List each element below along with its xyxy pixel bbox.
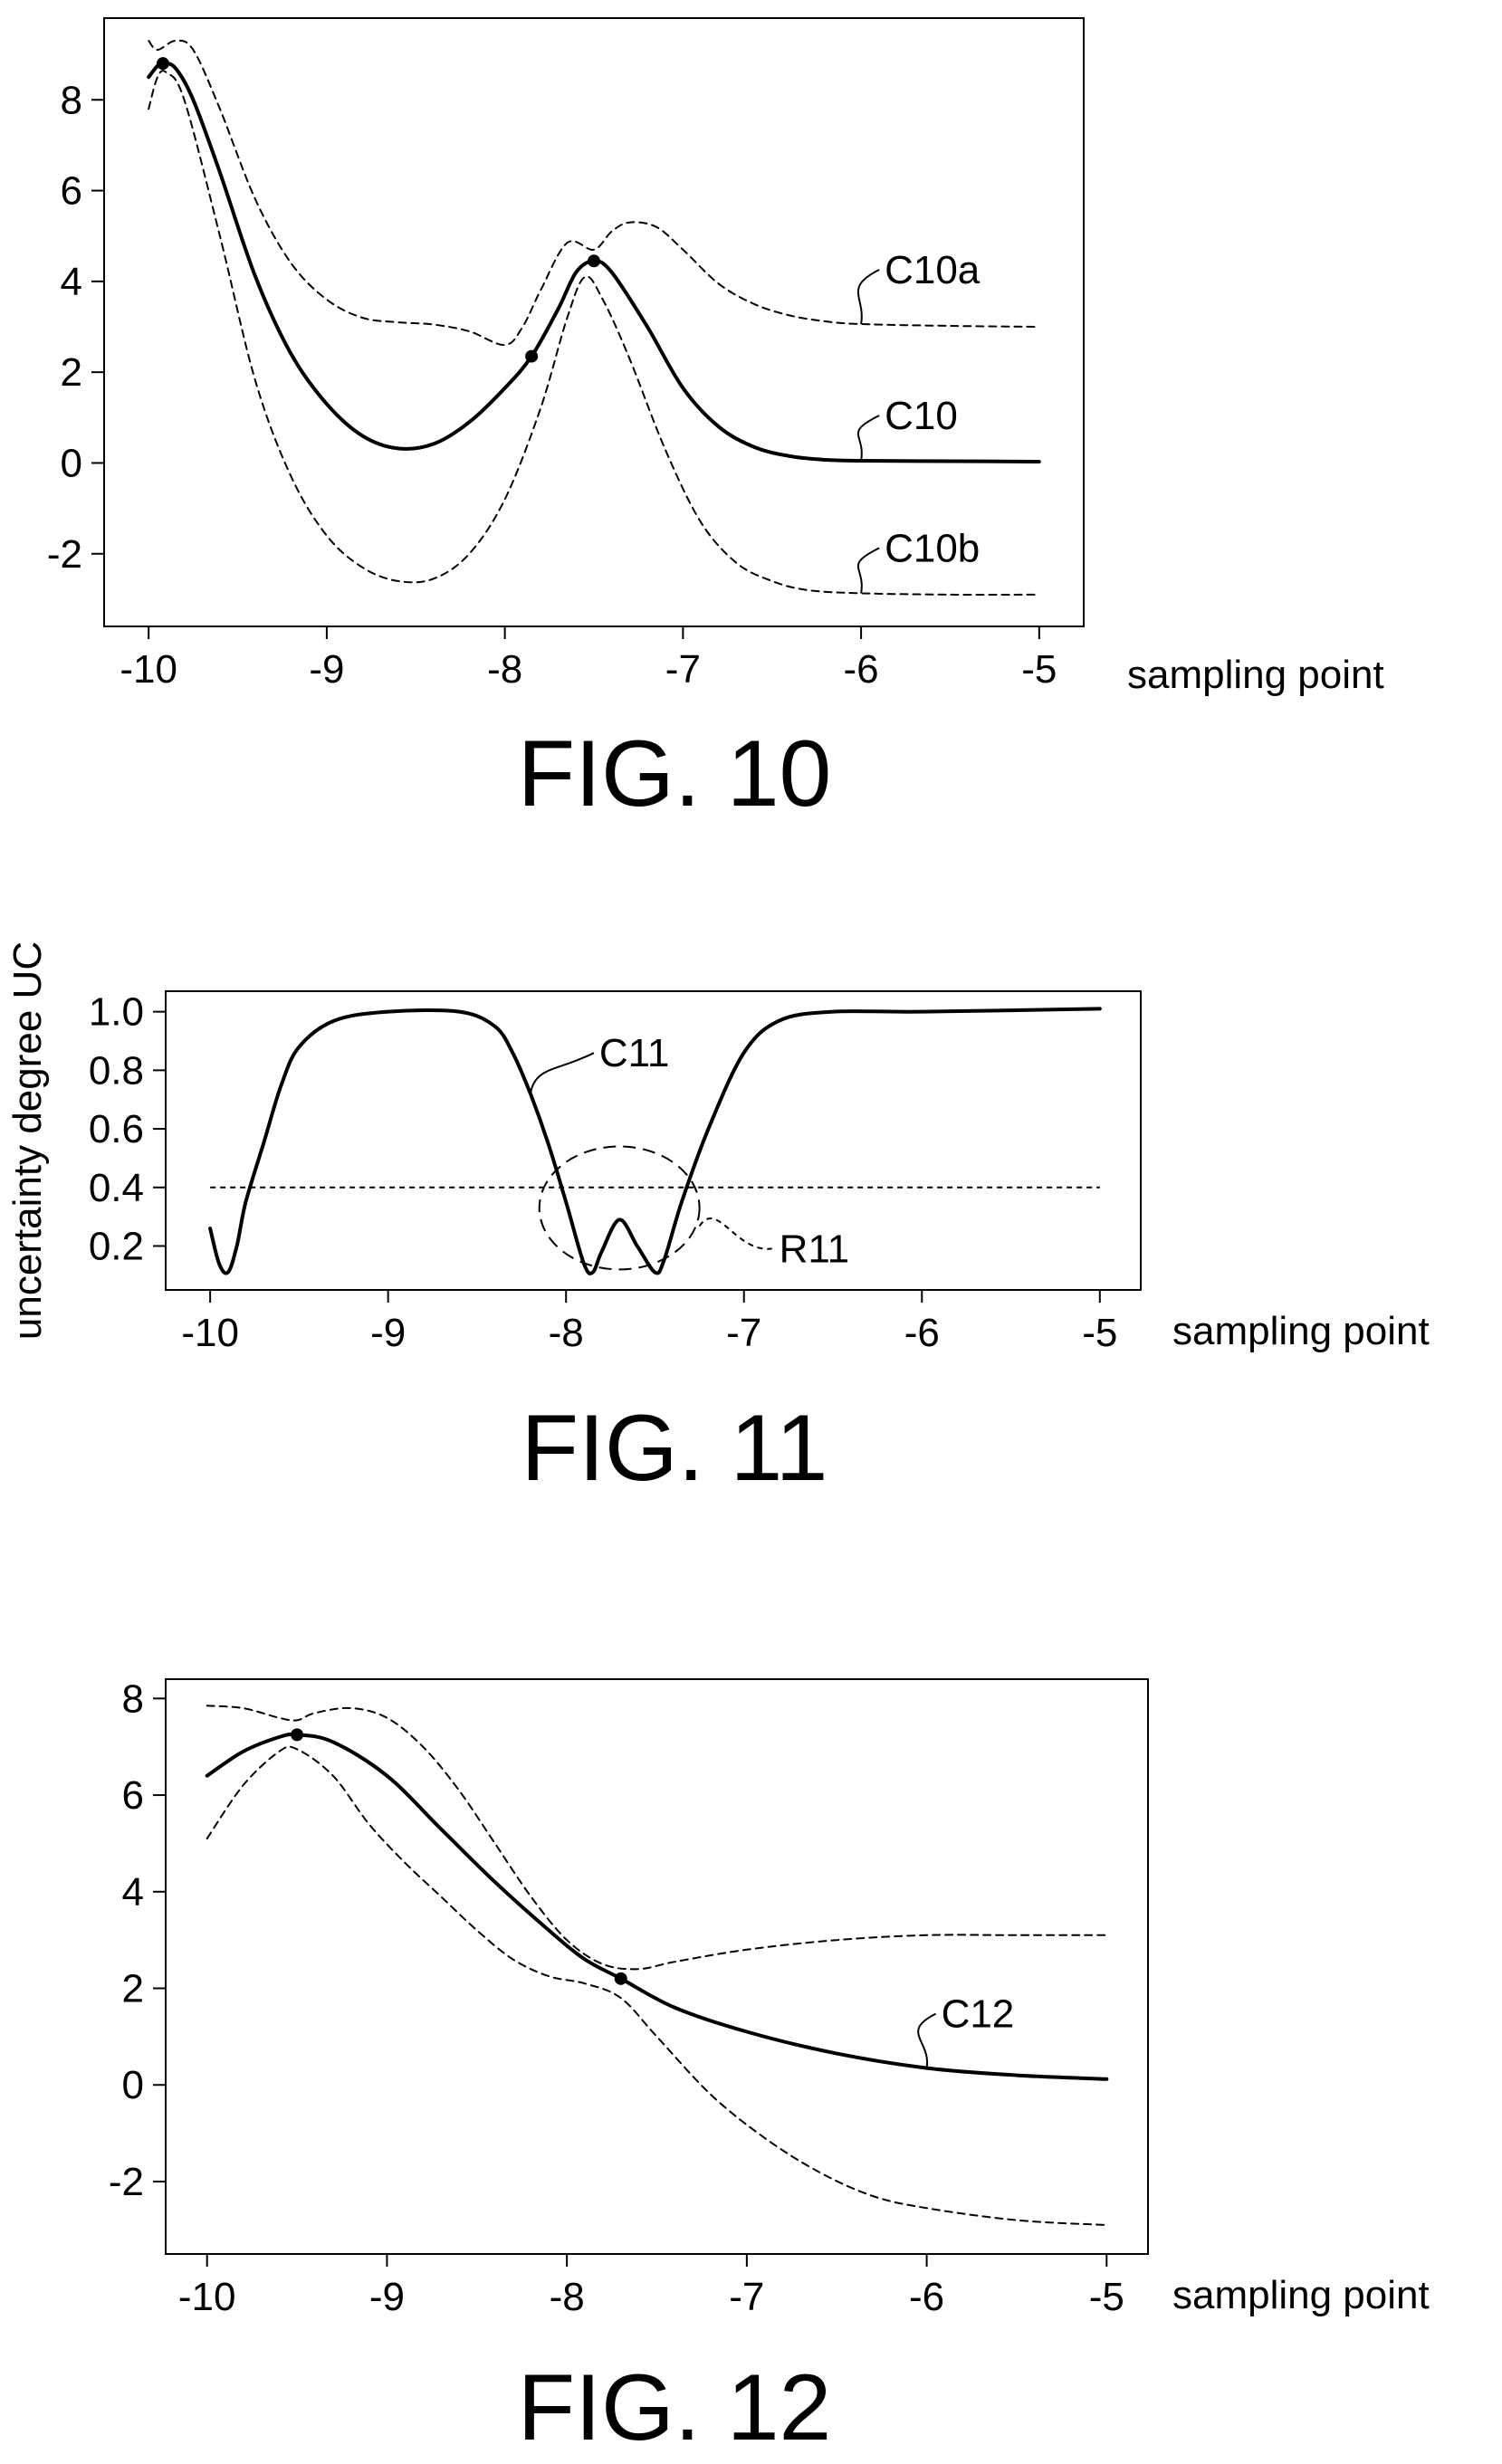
x-tick-label: -5 bbox=[1089, 2275, 1124, 2319]
series-line-c11 bbox=[208, 1007, 1102, 1275]
leader-line bbox=[856, 269, 880, 325]
x-tick-label: -10 bbox=[178, 2275, 236, 2319]
leader-line bbox=[529, 1052, 595, 1094]
data-point-marker bbox=[588, 254, 600, 268]
x-tick-label: -6 bbox=[909, 2275, 944, 2319]
y-tick-label: 0.6 bbox=[89, 1107, 144, 1151]
plot-frame bbox=[103, 17, 1085, 627]
figure-caption: FIG. 10 bbox=[518, 721, 832, 826]
y-tick-label: -2 bbox=[47, 532, 82, 577]
y-axis-label: uncertainty degree UC bbox=[5, 941, 50, 1340]
x-tick-label: -8 bbox=[550, 2275, 585, 2319]
y-tick-label: 4 bbox=[122, 1870, 144, 1915]
series-label: C10 bbox=[885, 394, 958, 438]
series-label: C10b bbox=[885, 526, 980, 570]
y-tick-label: 2 bbox=[61, 350, 82, 395]
series-label: C10a bbox=[885, 248, 981, 292]
leader-line bbox=[917, 2012, 937, 2068]
x-tick-label: -7 bbox=[726, 1311, 761, 1355]
y-tick-label: 1.0 bbox=[89, 990, 144, 1035]
x-tick-label: -8 bbox=[549, 1311, 584, 1355]
y-tick-label: 0.4 bbox=[89, 1166, 144, 1210]
chart-2: -10 -9 -8 -7 -6 -5 0.2 0.4 0.6 0.8 1.0 sampling poi… bbox=[5, 941, 1430, 1501]
series-line-c10a bbox=[148, 39, 1040, 347]
y-tick-label: 0.2 bbox=[89, 1224, 144, 1268]
x-axis-label: sampling point bbox=[1172, 2273, 1430, 2317]
series-label: C11 bbox=[599, 1031, 669, 1075]
series-line-bound-2 bbox=[206, 1745, 1108, 2226]
data-point-marker bbox=[614, 1972, 627, 1985]
x-tick-label: -6 bbox=[844, 647, 879, 692]
x-axis-label: sampling point bbox=[1127, 653, 1384, 697]
y-tick-label: 8 bbox=[61, 78, 82, 122]
x-tick-label: -9 bbox=[369, 2275, 405, 2319]
plot-frame bbox=[165, 990, 1142, 1291]
series-line-c10b bbox=[148, 70, 1040, 596]
y-tick-label: 8 bbox=[122, 1676, 144, 1721]
x-tick-label: -8 bbox=[487, 647, 522, 692]
chart-3: -10 -9 -8 -7 -6 -5 -2 0 2 4 6 8 sampling point C12 FIG… bbox=[109, 1676, 1430, 2460]
y-tick-label: 6 bbox=[61, 169, 82, 214]
series-line-bound-0 bbox=[206, 1705, 1108, 1971]
chart-1: -10 -9 -8 -7 -6 -5 -2 0 2 4 6 8 sampling point C10a C1… bbox=[47, 17, 1384, 826]
figure-caption: FIG. 12 bbox=[518, 2355, 832, 2460]
y-tick-label: 0 bbox=[61, 441, 82, 485]
x-tick-label: -6 bbox=[904, 1311, 940, 1355]
region-label: R11 bbox=[780, 1227, 849, 1271]
data-point-marker bbox=[291, 1728, 304, 1742]
leader-line bbox=[856, 547, 880, 594]
x-tick-label: -9 bbox=[370, 1311, 406, 1355]
leader-line bbox=[856, 415, 880, 462]
y-tick-label: 2 bbox=[122, 1967, 144, 2011]
data-point-marker bbox=[156, 57, 169, 71]
x-tick-label: -5 bbox=[1082, 1311, 1117, 1355]
y-tick-label: 0.8 bbox=[89, 1048, 144, 1093]
x-axis-label: sampling point bbox=[1172, 1309, 1430, 1353]
x-tick-label: -7 bbox=[729, 2275, 764, 2319]
data-point-marker bbox=[525, 349, 539, 363]
x-tick-label: -9 bbox=[309, 647, 344, 692]
y-tick-label: 6 bbox=[122, 1773, 144, 1818]
y-tick-label: 4 bbox=[61, 260, 82, 304]
y-tick-label: -2 bbox=[109, 2160, 144, 2204]
x-tick-label: -5 bbox=[1021, 647, 1057, 692]
figure-caption: FIG. 11 bbox=[521, 1396, 828, 1501]
x-tick-label: -10 bbox=[181, 1311, 239, 1355]
x-tick-label: -7 bbox=[665, 647, 701, 692]
series-label: C12 bbox=[942, 1992, 1015, 2037]
plot-frame bbox=[165, 1678, 1149, 2255]
y-tick-label: 0 bbox=[122, 2063, 144, 2107]
region-leader-line bbox=[698, 1218, 772, 1250]
region-circle bbox=[538, 1145, 701, 1271]
series-line-c10 bbox=[147, 61, 1041, 463]
x-tick-label: -10 bbox=[120, 647, 177, 692]
